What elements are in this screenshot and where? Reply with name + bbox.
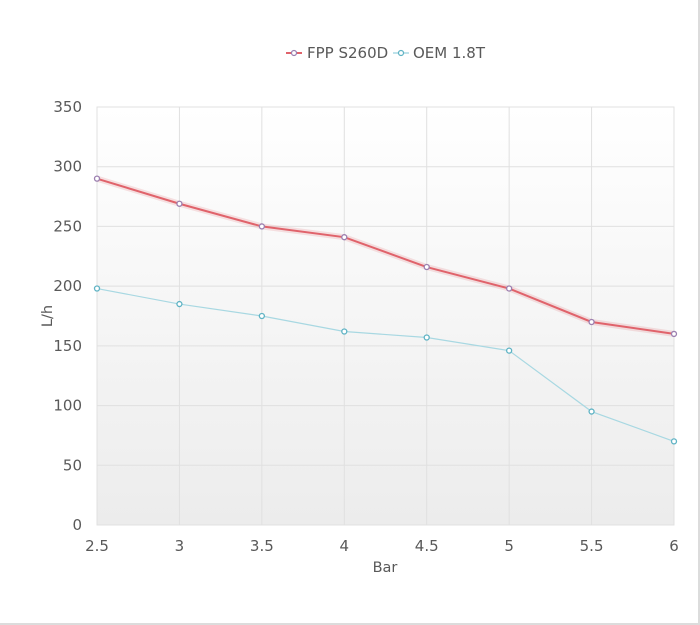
- legend-item-fpp-s260d[interactable]: FPP S260D: [286, 44, 388, 62]
- x-axis-title: Bar: [373, 560, 398, 576]
- y-tick-label: 0: [72, 516, 82, 534]
- plot-area: [96, 106, 675, 526]
- x-tick-label: 6: [669, 537, 679, 555]
- data-point[interactable]: [505, 347, 513, 354]
- data-point[interactable]: [258, 223, 266, 230]
- series-line: [96, 177, 675, 335]
- data-point[interactable]: [423, 334, 430, 341]
- series-line: [96, 287, 675, 442]
- data-point[interactable]: [93, 175, 101, 182]
- y-axis-ticks: 0 50 100 150 200 250 300 350: [53, 98, 82, 534]
- y-axis-title: L/h: [40, 305, 56, 327]
- data-point[interactable]: [670, 438, 678, 445]
- data-point[interactable]: [176, 200, 183, 207]
- series-lines: [93, 175, 678, 445]
- data-point[interactable]: [423, 263, 430, 271]
- y-tick-label: 250: [53, 217, 82, 235]
- legend: FPP S260D OEM 1.8T: [286, 44, 486, 62]
- svg-text:OEM 1.8T: OEM 1.8T: [413, 44, 486, 62]
- data-point[interactable]: [505, 285, 513, 292]
- data-point[interactable]: [588, 318, 595, 326]
- x-tick-label: 5.5: [580, 537, 604, 555]
- x-tick-label: 3.5: [250, 537, 274, 555]
- x-tick-label: 4: [340, 537, 350, 555]
- data-point[interactable]: [341, 234, 348, 241]
- y-tick-label: 100: [53, 397, 82, 415]
- y-tick-label: 200: [53, 277, 82, 295]
- y-tick-label: 300: [53, 158, 82, 176]
- legend-item-oem-18t[interactable]: OEM 1.8T: [393, 44, 486, 62]
- data-point[interactable]: [341, 328, 348, 335]
- y-tick-label: 50: [63, 456, 82, 474]
- data-point[interactable]: [670, 330, 678, 338]
- x-axis-ticks: 2.5 3 3.5 4 4.5 5 5.5 6: [85, 537, 679, 555]
- x-tick-label: 5: [504, 537, 514, 555]
- x-tick-label: 3: [175, 537, 185, 555]
- data-point[interactable]: [588, 408, 595, 415]
- data-point[interactable]: [93, 285, 101, 292]
- y-tick-label: 150: [53, 337, 82, 355]
- y-tick-label: 350: [53, 98, 82, 116]
- data-point[interactable]: [258, 312, 266, 320]
- gridlines: [96, 106, 675, 526]
- x-tick-label: 2.5: [85, 537, 109, 555]
- x-tick-label: 4.5: [415, 537, 439, 555]
- legend-marker-icon: [290, 49, 298, 57]
- data-point[interactable]: [176, 300, 183, 308]
- svg-text:FPP S260D: FPP S260D: [307, 44, 388, 62]
- legend-marker-icon: [397, 49, 405, 57]
